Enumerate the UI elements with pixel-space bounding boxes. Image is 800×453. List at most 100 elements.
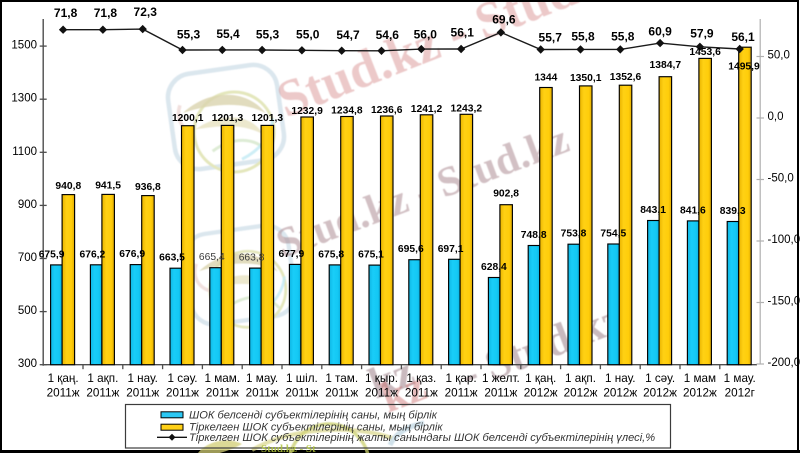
svg-text:60,9: 60,9 — [648, 25, 672, 39]
svg-text:2011ж: 2011ж — [47, 386, 80, 399]
svg-text:2012г: 2012г — [725, 386, 755, 399]
svg-text:2011ж: 2011ж — [484, 386, 517, 399]
svg-text:57,9: 57,9 — [690, 26, 714, 40]
svg-text:695,6: 695,6 — [398, 244, 424, 255]
svg-text:1495,9: 1495,9 — [728, 62, 760, 73]
svg-text:1350,1: 1350,1 — [570, 73, 602, 84]
svg-text:2011ж: 2011ж — [86, 386, 119, 399]
svg-text:71,8: 71,8 — [54, 6, 78, 20]
svg-text:748,8: 748,8 — [521, 230, 547, 241]
svg-text:2011ж: 2011ж — [445, 386, 478, 399]
svg-text:1201,3: 1201,3 — [252, 113, 284, 124]
svg-text:69,6: 69,6 — [492, 12, 516, 26]
svg-text:1200,1: 1200,1 — [172, 113, 204, 124]
svg-text:2011ж: 2011ж — [325, 386, 358, 399]
svg-text:1453,6: 1453,6 — [689, 47, 721, 58]
svg-text:2012ж: 2012ж — [564, 386, 598, 399]
svg-text:56,1: 56,1 — [731, 30, 755, 44]
svg-text:55,4: 55,4 — [216, 27, 240, 41]
svg-text:900: 900 — [18, 199, 37, 211]
svg-text:1236,6: 1236,6 — [371, 105, 403, 116]
svg-text:Тіркелген ШОК субъектілерінің: Тіркелген ШОК субъектілерінің саны, мың … — [189, 421, 443, 433]
svg-text:940,8: 940,8 — [55, 181, 81, 192]
svg-text:Stud.kz - St: Stud.kz - St — [261, 443, 316, 453]
svg-text:54,7: 54,7 — [336, 28, 360, 42]
svg-text:2012ж: 2012ж — [683, 386, 717, 399]
svg-text:55,8: 55,8 — [571, 29, 595, 43]
svg-text:1344: 1344 — [534, 73, 557, 84]
svg-text:2011ж: 2011ж — [246, 386, 279, 399]
svg-text:56,1: 56,1 — [451, 26, 475, 40]
svg-text:1 қар.: 1 қар. — [446, 372, 477, 385]
svg-text:675,9: 675,9 — [39, 249, 65, 260]
svg-text:55,7: 55,7 — [539, 31, 563, 45]
svg-text:843,1: 843,1 — [640, 205, 666, 216]
svg-text:1201,3: 1201,3 — [212, 113, 244, 124]
svg-text:1 ақп.: 1 ақп. — [87, 372, 118, 385]
svg-text:50,0: 50,0 — [768, 50, 790, 62]
svg-text:55,0: 55,0 — [296, 28, 320, 42]
svg-text:1 қаң.: 1 қаң. — [48, 372, 79, 385]
svg-text:2012ж: 2012ж — [524, 386, 558, 399]
svg-text:675,8: 675,8 — [318, 249, 344, 260]
svg-text:936,8: 936,8 — [135, 182, 161, 193]
svg-text:1 желт.: 1 желт. — [482, 372, 520, 385]
svg-text:1 сәу.: 1 сәу. — [167, 372, 197, 385]
svg-text:902,8: 902,8 — [493, 189, 519, 200]
svg-text:1241,2: 1241,2 — [411, 104, 443, 115]
svg-text:ШОК белсенді субъектілерінің с: ШОК белсенді субъектілерінің саны, мың б… — [189, 409, 438, 421]
svg-text:-100,0: -100,0 — [768, 234, 800, 246]
svg-text:665,4: 665,4 — [199, 252, 225, 263]
svg-text:54,6: 54,6 — [376, 28, 400, 42]
svg-text:1232,9: 1232,9 — [291, 106, 323, 117]
svg-text:700: 700 — [18, 252, 37, 264]
svg-text:753,8: 753,8 — [561, 229, 587, 240]
svg-text:1352,6: 1352,6 — [610, 72, 642, 83]
svg-text:675,1: 675,1 — [358, 250, 384, 261]
svg-text:1100: 1100 — [12, 146, 37, 158]
svg-text:628,4: 628,4 — [481, 262, 507, 273]
svg-text:-200,0: -200,0 — [768, 357, 800, 369]
svg-text:2011ж: 2011ж — [405, 386, 438, 399]
svg-text:1243,2: 1243,2 — [451, 103, 483, 114]
svg-text:839,3: 839,3 — [720, 206, 746, 217]
svg-text:500: 500 — [18, 305, 37, 317]
svg-text:663,5: 663,5 — [159, 253, 185, 264]
svg-text:1 мау.: 1 мау. — [724, 372, 756, 385]
svg-text:2011ж: 2011ж — [365, 386, 398, 399]
svg-text:56,0: 56,0 — [414, 27, 438, 41]
svg-text:2011ж: 2011ж — [206, 386, 239, 399]
svg-text:2012ж: 2012ж — [603, 386, 637, 399]
svg-text:1 сәу.: 1 сәу. — [645, 372, 675, 385]
svg-text:55,8: 55,8 — [611, 29, 635, 43]
svg-text:1 мам: 1 мам — [684, 372, 716, 385]
svg-text:55,3: 55,3 — [256, 27, 280, 41]
svg-text:1 қаң.: 1 қаң. — [525, 372, 556, 385]
svg-text:-150,0: -150,0 — [768, 296, 800, 308]
svg-text:1500: 1500 — [11, 40, 37, 52]
svg-text:71,8: 71,8 — [94, 6, 118, 20]
svg-text:-50,0: -50,0 — [768, 173, 794, 185]
svg-text:754,5: 754,5 — [600, 229, 626, 240]
svg-text:72,3: 72,3 — [134, 5, 158, 19]
svg-text:1 шіл.: 1 шіл. — [286, 372, 318, 385]
svg-text:2011ж: 2011ж — [126, 386, 159, 399]
svg-text:1 қаз.: 1 қаз. — [406, 372, 436, 385]
svg-text:300: 300 — [18, 358, 37, 370]
svg-text:1 там.: 1 там. — [325, 372, 358, 385]
svg-text:2011ж: 2011ж — [285, 386, 318, 399]
svg-text:1 қыр.: 1 қыр. — [365, 372, 398, 385]
svg-text:2012ж: 2012ж — [643, 386, 677, 399]
svg-text:1 ақп.: 1 ақп. — [565, 372, 596, 385]
svg-text:941,5: 941,5 — [95, 181, 121, 192]
svg-text:Тіркелген ШОК субъектілерінің: Тіркелген ШОК субъектілерінің жалпы саны… — [189, 432, 655, 444]
svg-text:677,9: 677,9 — [279, 249, 305, 260]
svg-text:1234,8: 1234,8 — [331, 106, 363, 117]
svg-text:1 мау.: 1 мау. — [246, 372, 278, 385]
svg-text:2011ж: 2011ж — [166, 386, 199, 399]
svg-text:0,0: 0,0 — [768, 111, 784, 123]
svg-text:1 нау.: 1 нау. — [127, 372, 158, 385]
svg-text:676,2: 676,2 — [80, 249, 106, 260]
svg-text:676,9: 676,9 — [119, 249, 145, 260]
svg-text:1300: 1300 — [11, 93, 37, 105]
